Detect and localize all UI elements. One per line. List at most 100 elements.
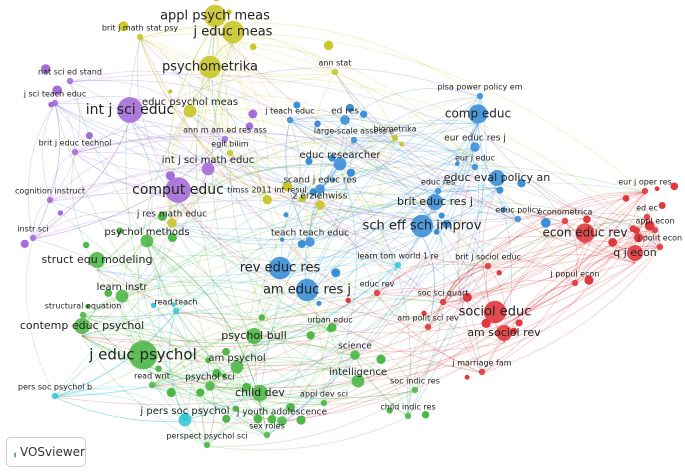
node: [252, 385, 268, 401]
edge: [442, 266, 489, 304]
edge: [171, 96, 481, 225]
node: [89, 252, 105, 268]
edge: [81, 76, 211, 337]
edge: [96, 235, 423, 284]
minor-node: [433, 229, 440, 235]
minor-node: [157, 211, 167, 221]
edge: [407, 123, 484, 418]
edge: [437, 188, 519, 221]
node-label: educ rev: [360, 280, 395, 289]
edge: [353, 140, 519, 221]
node-label: egit bilim: [211, 140, 249, 149]
edge: [407, 211, 445, 418]
minor-node: [213, 0, 220, 2]
edge: [189, 111, 396, 145]
edge: [354, 355, 409, 418]
edge: [421, 235, 435, 329]
nodes: [20, 0, 679, 449]
node-label: psychol methods: [104, 227, 189, 238]
edge: [96, 269, 268, 437]
minor-node: [222, 414, 231, 423]
edge: [54, 103, 341, 169]
edge: [574, 246, 661, 285]
edge: [584, 242, 636, 264]
node-label: structural equation: [45, 302, 122, 311]
edge: [129, 67, 481, 121]
edge: [96, 269, 505, 352]
node: [305, 237, 315, 247]
edge: [82, 315, 283, 423]
node: [351, 374, 365, 388]
node-label: pers soc psychol b: [18, 383, 92, 392]
node-label: ann stat: [319, 59, 352, 68]
edge: [232, 41, 576, 285]
edge: [168, 311, 186, 422]
edge: [289, 114, 476, 169]
edge: [232, 41, 336, 74]
node: [221, 135, 229, 143]
edge: [214, 25, 269, 201]
edge: [213, 25, 268, 201]
minor-node: [438, 212, 445, 219]
edge: [306, 299, 331, 331]
edge: [54, 386, 268, 437]
edge: [437, 187, 498, 193]
node: [350, 136, 358, 144]
edge: [171, 167, 476, 230]
node: [221, 20, 245, 44]
logo[interactable]: VOSviewer: [6, 437, 86, 467]
edge: [279, 120, 302, 279]
edge: [171, 223, 359, 383]
minor-node: [328, 154, 336, 162]
node-label: appl econ: [635, 217, 674, 226]
edge: [334, 72, 396, 140]
edge: [121, 138, 396, 298]
edge: [229, 153, 489, 268]
edge: [319, 147, 476, 191]
node: [165, 177, 191, 203]
edge: [236, 299, 444, 369]
edge: [184, 187, 498, 422]
node: [29, 234, 37, 242]
edge: [306, 187, 498, 301]
edge: [146, 241, 261, 404]
edge: [54, 265, 399, 398]
minor-node: [82, 241, 90, 249]
node: [496, 325, 512, 341]
node-label: eur educ res j: [444, 134, 506, 144]
edge: [281, 321, 496, 423]
edge: [414, 242, 586, 392]
minor-node: [245, 122, 254, 130]
edge: [54, 147, 476, 398]
edge: [207, 169, 311, 244]
minor-node: [167, 233, 177, 243]
edge: [177, 164, 439, 201]
edge: [82, 279, 308, 317]
node-label: nat sci ed stand: [38, 68, 102, 77]
node: [117, 97, 143, 123]
edge: [442, 266, 489, 304]
minor-node: [314, 120, 321, 128]
minor-node: [57, 210, 64, 216]
edge: [209, 386, 416, 405]
edge: [457, 167, 483, 374]
node-label: read teach: [155, 298, 198, 307]
node-label: j popul econ: [550, 270, 600, 279]
edge: [279, 120, 346, 279]
edge: [474, 167, 566, 223]
edge: [189, 108, 636, 264]
edge: [471, 123, 479, 169]
edge: [323, 364, 483, 405]
edge: [121, 246, 399, 298]
edge: [564, 221, 636, 264]
node: [263, 431, 271, 439]
edge: [323, 164, 357, 405]
edge: [574, 217, 648, 285]
minor-node: [297, 239, 306, 248]
edge: [289, 117, 355, 142]
edge: [319, 205, 496, 323]
node-label: ed res: [331, 107, 359, 117]
node-label: psychometrika: [162, 60, 258, 75]
